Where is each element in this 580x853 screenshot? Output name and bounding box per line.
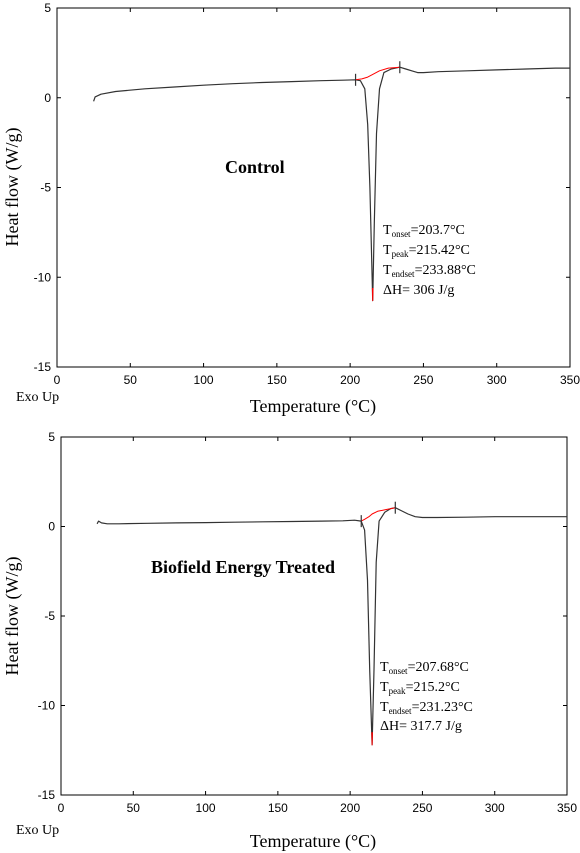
x-tick-label: 300	[487, 373, 507, 387]
heat-flow-curve	[93, 66, 570, 302]
x-axis-title: Temperature (°C)	[250, 396, 376, 417]
x-tick-label: 200	[340, 373, 360, 387]
y-tick-labels: 5 0 -5 -10 -15	[34, 1, 52, 374]
panel-label: Biofield Energy Treated	[151, 557, 335, 577]
peak-annotation: Tpeak=215.42°C	[383, 243, 470, 259]
panel-label: Control	[225, 157, 285, 177]
y-tick-label: 5	[44, 1, 51, 15]
x-tick-label: 50	[124, 373, 138, 387]
series-group	[96, 501, 567, 746]
x-tick-label: 0	[54, 373, 61, 387]
y-axis-title: Heat flow (W/g)	[2, 128, 23, 247]
peak-annotation: Tpeak=215.2°C	[380, 680, 460, 696]
y-tick-label: -10	[34, 270, 52, 284]
y-tick-label: -10	[38, 699, 56, 713]
y-tick-label: -5	[40, 181, 51, 195]
x-tick-label: 350	[560, 373, 580, 387]
x-tick-label: 300	[485, 801, 505, 815]
y-tick-labels: 5 0 -5 -10 -15	[38, 430, 56, 802]
y-tick-label: 0	[48, 520, 55, 534]
onset-annotation: Tonset=207.68°C	[380, 660, 469, 676]
treated-panel: 0 50 100 150 200 250 300 350 50-5-10-15 Heat fl…	[2, 430, 577, 852]
x-tick-labels: 0 50 100 150 200 250 300 350	[54, 373, 580, 387]
y-tick-label: 0	[44, 91, 51, 105]
annotation-block: Tonset=203.7°C Tpeak=215.42°C Tendset=23…	[383, 223, 476, 298]
endset-annotation: Tendset=233.88°C	[383, 263, 476, 279]
y-tick-label: -15	[34, 360, 52, 374]
x-tick-label: 150	[268, 801, 288, 815]
peak-marker-line	[371, 732, 373, 746]
heat-flow-curve	[96, 507, 567, 746]
tick-marks	[56, 7, 571, 368]
annotation-block: Tonset=207.68°C Tpeak=215.2°C Tendset=23…	[380, 660, 473, 734]
x-tick-label: 150	[267, 373, 287, 387]
peak-marker-line	[371, 287, 374, 302]
y-tick-label: -15	[38, 788, 56, 802]
series-group	[93, 61, 570, 302]
x-tick-label: 100	[196, 801, 216, 815]
x-tick-label: 250	[413, 373, 433, 387]
x-tick-label: 50	[127, 801, 141, 815]
x-tick-labels: 0 50 100 150 200 250 300 350	[58, 801, 578, 815]
enthalpy-annotation: ΔH= 317.7 J/g	[380, 719, 462, 734]
x-tick-label: 100	[194, 373, 214, 387]
exo-up-label: Exo Up	[16, 823, 59, 838]
x-tick-label: 200	[340, 801, 360, 815]
onset-annotation: Tonset=203.7°C	[383, 223, 465, 239]
y-tick-label: -5	[44, 609, 55, 623]
x-axis-title: Temperature (°C)	[250, 831, 376, 852]
exo-up-label: Exo Up	[16, 390, 59, 405]
x-tick-label: 0	[58, 801, 65, 815]
y-axis-title: Heat flow (W/g)	[2, 557, 23, 676]
enthalpy-annotation: ΔH= 306 J/g	[383, 283, 454, 298]
control-panel: 0 50 100 150 200 250 300 350 50-5-10-15 Heat fl…	[2, 1, 580, 417]
plot-frame	[60, 436, 568, 796]
x-tick-label: 350	[557, 801, 577, 815]
endset-annotation: Tendset=231.23°C	[380, 700, 473, 716]
x-tick-label: 250	[412, 801, 432, 815]
y-tick-label: 5	[48, 430, 55, 444]
baseline-line	[360, 507, 396, 522]
tick-marks	[60, 436, 568, 796]
baseline-line	[355, 66, 400, 81]
plot-frame	[56, 7, 571, 368]
